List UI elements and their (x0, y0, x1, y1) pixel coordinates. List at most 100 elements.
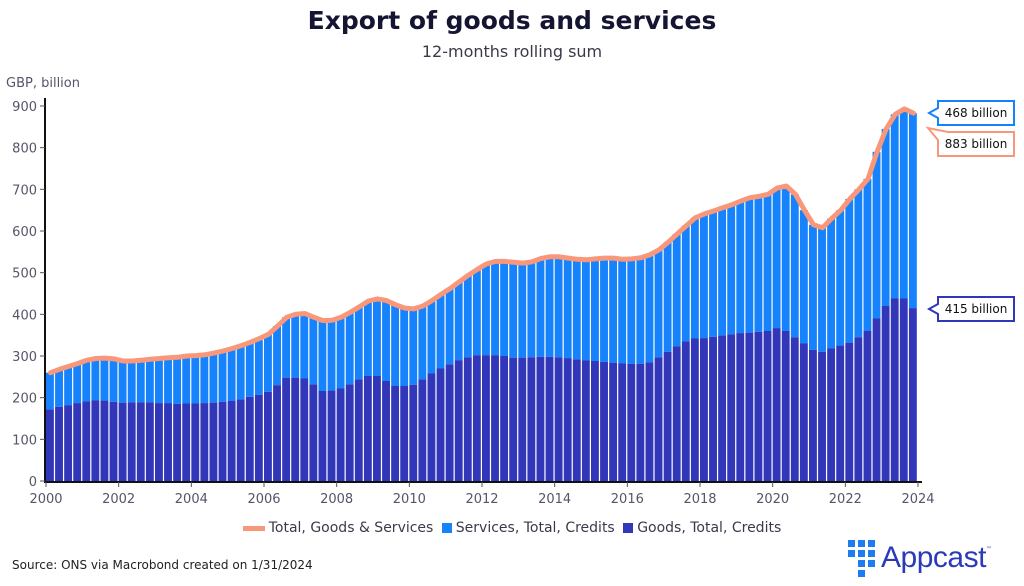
bar-goods (436, 368, 445, 481)
bar-services (309, 317, 318, 385)
bar-services (772, 188, 781, 329)
bar-goods (736, 333, 745, 481)
bar-services (645, 254, 654, 363)
bar-services (173, 357, 182, 404)
bar-services (754, 196, 763, 332)
bar-services (500, 261, 509, 356)
bar-services (245, 342, 254, 397)
bar-goods (300, 378, 309, 481)
x-tick-label: 2010 (393, 492, 426, 507)
y-tick-label: 400 (12, 308, 37, 323)
bar-goods (155, 403, 163, 481)
bar-services (191, 355, 200, 404)
bar-services (200, 354, 209, 404)
bar-goods (491, 355, 499, 481)
bar-services (55, 369, 63, 407)
legend-item-goods: Goods, Total, Credits (623, 520, 781, 536)
bar-services (527, 261, 536, 358)
bar-goods (427, 373, 436, 481)
bar-services (845, 198, 854, 343)
bar-goods (890, 298, 899, 481)
bar-services (636, 257, 645, 364)
bar-goods (118, 402, 127, 481)
bar-goods (881, 306, 890, 481)
bar-services (318, 320, 327, 391)
bar-services (609, 258, 618, 363)
logo-text: Appcast (881, 541, 986, 574)
bar-services (46, 372, 54, 410)
bar-services (491, 261, 499, 356)
bar-services (300, 313, 309, 379)
bar-goods (591, 361, 599, 481)
bar-services (236, 345, 245, 400)
bar-goods (373, 376, 381, 481)
bar-goods (836, 345, 845, 481)
y-tick-label: 600 (12, 225, 37, 240)
callout-services-box (926, 100, 1015, 126)
bar-services (82, 360, 91, 402)
bar-goods (391, 386, 400, 481)
bar-services (818, 227, 826, 352)
bar-services (863, 178, 872, 331)
bar-services (436, 294, 445, 369)
callout-total-box (925, 126, 1015, 157)
appcast-logo: Appcast ™ (848, 538, 992, 578)
bar-goods (73, 403, 82, 481)
bar-services (618, 259, 627, 364)
bar-goods (136, 402, 145, 481)
bar-goods (400, 386, 409, 481)
bar-goods (854, 337, 863, 481)
bar-goods (227, 401, 236, 481)
y-tick-label: 300 (12, 350, 37, 365)
bar-services (109, 358, 118, 402)
x-tick-label: 2024 (901, 492, 934, 507)
bar-goods (799, 343, 808, 481)
bar-goods (563, 358, 572, 481)
bar-goods (545, 356, 554, 481)
y-tick-label: 700 (12, 183, 37, 198)
bar-goods (899, 298, 908, 481)
bar-goods (91, 400, 100, 481)
x-tick-label: 2012 (465, 492, 498, 507)
legend-label-services: Services, Total, Credits (455, 520, 615, 536)
bar-goods (509, 357, 518, 481)
bar-goods (745, 332, 754, 481)
bar-services (799, 210, 808, 344)
y-tick-label: 800 (12, 142, 37, 157)
bar-goods (472, 355, 481, 481)
x-tick-label: 2004 (175, 492, 208, 507)
legend-label-goods: Goods, Total, Credits (637, 520, 782, 536)
bar-goods (127, 402, 136, 481)
x-tick-label: 2020 (756, 492, 789, 507)
bar-goods (236, 399, 245, 481)
bar-services (627, 258, 636, 364)
bar-goods (363, 376, 372, 481)
bar-services (454, 281, 463, 361)
bar-services (409, 308, 418, 385)
bar-services (591, 258, 599, 361)
legend-swatch-goods (623, 523, 634, 533)
bar-goods (908, 308, 917, 481)
bars-group (46, 108, 917, 481)
bar-goods (173, 403, 182, 481)
bar-goods (772, 328, 781, 481)
bar-services (472, 269, 481, 356)
x-tick-label: 2000 (29, 492, 62, 507)
logo-trademark: ™ (985, 546, 992, 553)
bar-services (382, 300, 390, 381)
bar-services (790, 194, 799, 338)
bar-services (427, 300, 436, 374)
bar-goods (100, 400, 109, 481)
bar-goods (409, 384, 418, 481)
bar-services (327, 320, 336, 391)
bar-services (663, 242, 672, 352)
bar-goods (209, 402, 218, 481)
bar-services (563, 258, 572, 359)
bar-services (672, 233, 681, 347)
bar-goods (218, 401, 227, 481)
bar-goods (636, 363, 645, 481)
bar-goods (818, 351, 826, 481)
bar-services (736, 201, 745, 334)
y-tick-label: 500 (12, 267, 37, 282)
x-tick-label: 2014 (538, 492, 571, 507)
